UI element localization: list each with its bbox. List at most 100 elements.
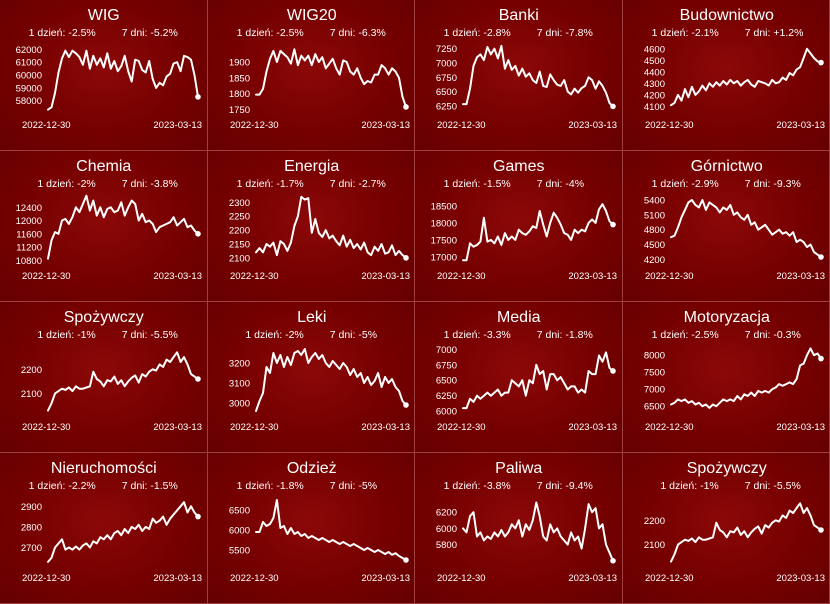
y-tick-label: 6000	[436, 407, 457, 418]
chart-panel-7: Games 1 dzień: -1.5% 7 dni: -4% 17000 17500 1…	[415, 151, 623, 302]
y-tick-label: 2100	[643, 540, 664, 551]
x-end-date: 2023-03-13	[153, 271, 202, 282]
stat-7-days: 7 dni: -0.3%	[744, 329, 800, 341]
last-point-marker	[195, 513, 201, 520]
chart-panel-11: Media 1 dzień: -3.3% 7 dni: -1.8% 6000 6250 6…	[415, 302, 623, 453]
series-line	[669, 502, 822, 563]
series-line	[462, 44, 614, 108]
stat-1-day: 1 dzień: -1%	[660, 480, 718, 492]
y-tick-label: 3100	[228, 379, 249, 390]
stat-1-day: 1 dzień: -2%	[245, 329, 303, 341]
y-tick-label: 6000	[436, 524, 457, 535]
y-tick-label: 12000	[16, 216, 42, 227]
y-tick-label: 4400	[643, 67, 664, 78]
chart-svg: Spożywczy 1 dzień: -1% 7 dni: -5.5% 2100 220…	[643, 460, 824, 584]
x-start-date: 2022-12-30	[437, 573, 486, 584]
series-line	[254, 195, 407, 259]
chart-svg: Motoryzacja 1 dzień: -2.5% 7 dni: -0.3% 650…	[643, 309, 824, 433]
chart-svg: Budownictwo 1 dzień: -2.1% 7 dni: +1.2% 410…	[643, 7, 824, 131]
y-tick-label: 18000	[431, 218, 457, 229]
chart-svg: Spożywczy 1 dzień: -1% 7 dni: -5.5% 2100 220…	[21, 309, 202, 433]
chart-svg: Górnictwo 1 dzień: -2.9% 7 dni: -9.3% 4200 4…	[643, 158, 824, 282]
y-tick-label: 58000	[16, 96, 42, 107]
y-tick-label: 7500	[643, 368, 664, 379]
series-line	[254, 48, 407, 108]
series-line	[254, 499, 407, 561]
y-tick-label: 6750	[436, 360, 457, 371]
y-tick-label: 4300	[643, 79, 664, 90]
x-end-date: 2023-03-13	[361, 271, 410, 282]
stat-1-day: 1 dzień: -2.2%	[29, 480, 96, 492]
y-tick-label: 6250	[436, 391, 457, 402]
y-tick-label: 5800	[436, 540, 457, 551]
series-line	[47, 49, 199, 111]
chart-svg: Banki 1 dzień: -2.8% 7 dni: -7.8% 6250 6500 6…	[436, 7, 617, 131]
x-start-date: 2022-12-30	[437, 422, 486, 433]
stat-7-days: 7 dni: -5.5%	[744, 480, 800, 492]
chart-title: WIG20	[286, 7, 336, 24]
stat-1-day: 1 dzień: -1%	[37, 329, 95, 341]
y-tick-label: 2200	[21, 365, 42, 376]
stat-7-days: 7 dni: -1.8%	[537, 329, 593, 341]
x-start-date: 2022-12-30	[230, 573, 279, 584]
y-tick-label: 8000	[643, 351, 664, 362]
y-tick-label: 1800	[228, 89, 249, 100]
last-point-marker	[817, 527, 824, 533]
x-start-date: 2022-12-30	[645, 422, 694, 433]
chart-title: Media	[497, 309, 541, 326]
last-point-marker	[817, 59, 824, 66]
x-start-date: 2022-12-30	[645, 120, 694, 131]
y-tick-label: 18500	[431, 201, 457, 212]
stat-7-days: 7 dni: -9.4%	[537, 480, 593, 492]
chart-title: Leki	[297, 309, 326, 326]
stat-7-days: 7 dni: -5.5%	[122, 329, 178, 341]
last-point-marker	[195, 231, 201, 237]
y-tick-label: 6000	[228, 526, 249, 537]
stat-7-days: 7 dni: -6.3%	[329, 27, 385, 39]
y-tick-label: 10800	[16, 256, 42, 267]
stat-1-day: 1 dzień: -1.7%	[236, 178, 303, 190]
stat-7-days: 7 dni: +1.2%	[744, 27, 803, 39]
x-end-date: 2023-03-13	[153, 120, 202, 131]
series-line	[47, 501, 199, 563]
chart-title: Odzież	[286, 460, 336, 477]
last-point-marker	[817, 254, 824, 260]
chart-title: Motoryzacja	[683, 309, 769, 326]
last-point-marker	[817, 355, 824, 362]
x-start-date: 2022-12-30	[230, 271, 279, 282]
series-line	[669, 199, 822, 258]
y-tick-label: 11200	[16, 243, 42, 254]
series-line	[669, 347, 822, 409]
y-tick-label: 2100	[228, 253, 249, 264]
stat-1-day: 1 dzień: -3.3%	[444, 329, 511, 341]
stat-1-day: 1 dzień: -2.5%	[651, 329, 718, 341]
stat-7-days: 7 dni: -7.8%	[537, 27, 593, 39]
y-tick-label: 62000	[16, 45, 42, 56]
y-tick-label: 6500	[436, 87, 457, 98]
x-start-date: 2022-12-30	[230, 120, 279, 131]
chart-panel-1: WIG 1 dzień: -2.5% 7 dni: -5.2% 58000 59000 6…	[0, 0, 208, 151]
y-tick-label: 2250	[228, 212, 249, 223]
chart-title: WIG	[88, 7, 120, 24]
stat-7-days: 7 dni: -2.7%	[329, 178, 385, 190]
y-tick-label: 17500	[431, 235, 457, 246]
y-tick-label: 7000	[436, 345, 457, 356]
chart-svg: Games 1 dzień: -1.5% 7 dni: -4% 17000 17500 1…	[431, 158, 617, 282]
last-point-marker	[402, 255, 409, 261]
last-point-marker	[402, 402, 409, 408]
x-start-date: 2022-12-30	[22, 573, 71, 584]
x-start-date: 2022-12-30	[645, 271, 694, 282]
y-tick-label: 4100	[643, 102, 664, 113]
last-point-marker	[610, 103, 616, 110]
x-start-date: 2022-12-30	[22, 120, 71, 131]
x-start-date: 2022-12-30	[645, 573, 694, 584]
x-end-date: 2023-03-13	[153, 422, 202, 433]
y-tick-label: 5500	[228, 546, 249, 557]
series-line	[47, 194, 199, 260]
y-tick-label: 4200	[643, 255, 664, 266]
y-tick-label: 2800	[21, 522, 42, 533]
chart-title: Spożywczy	[686, 460, 766, 477]
last-point-marker	[402, 557, 409, 563]
x-start-date: 2022-12-30	[437, 271, 486, 282]
